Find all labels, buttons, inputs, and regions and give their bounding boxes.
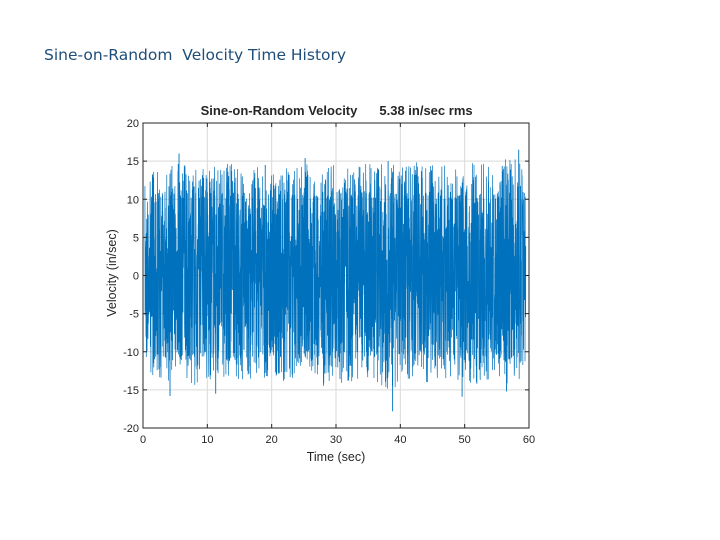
plot-title-rms: 5.38 in/sec rms — [379, 103, 472, 118]
y-tick-label: -20 — [123, 423, 139, 435]
axis-ticks — [142, 122, 530, 429]
x-tick-label: 20 — [266, 434, 278, 446]
y-tick-label: -5 — [129, 309, 139, 321]
signal-series — [144, 149, 527, 412]
x-tick-label: 10 — [201, 434, 213, 446]
x-tick-label: 60 — [523, 434, 535, 446]
y-tick-label: -15 — [123, 385, 139, 397]
y-tick-label: -10 — [123, 347, 139, 359]
plot-title: Sine-on-Random Velocity — [201, 103, 359, 118]
y-tick-label: 5 — [133, 232, 139, 244]
y-tick-label: 20 — [127, 118, 139, 130]
y-tick-label: 15 — [127, 156, 139, 168]
y-tick-label: 10 — [127, 194, 139, 206]
x-tick-label: 50 — [459, 434, 471, 446]
x-axis-label: Time (sec) — [307, 450, 366, 464]
x-tick-label: 0 — [140, 434, 146, 446]
y-axis-label: Velocity (in/sec) — [105, 229, 119, 317]
slide-title: Sine-on-Random Velocity Time History — [44, 46, 347, 64]
x-tick-label: 40 — [394, 434, 406, 446]
x-tick-label: 30 — [330, 434, 342, 446]
y-tick-label: 0 — [133, 271, 139, 283]
